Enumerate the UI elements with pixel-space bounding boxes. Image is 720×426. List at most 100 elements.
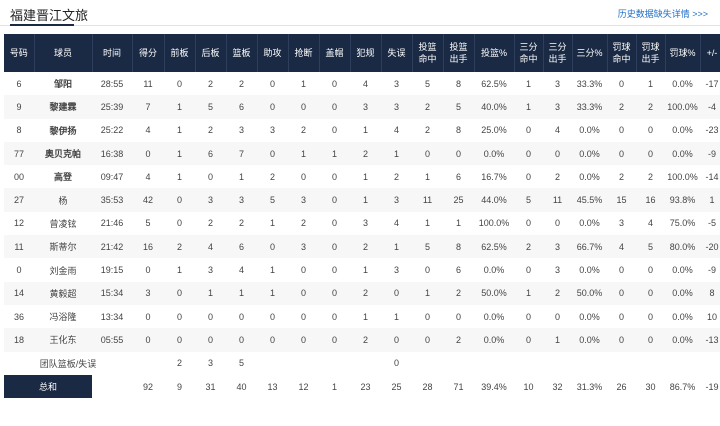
stat-cell: 0 [132,258,164,282]
column-header[interactable]: 三分 命中 [514,34,544,72]
total-stat-cell: 30 [636,374,665,399]
stat-cell: 45.5% [572,188,607,212]
total-stat-cell: 92 [132,374,164,399]
stat-cell: 0 [195,328,226,352]
stat-cell: 5 [514,188,543,212]
stat-cell: 8 [4,118,34,142]
stat-cell: 0 [607,328,636,352]
stat-cell: 16.7% [474,165,514,189]
stat-cell: 0 [412,141,443,166]
total-stat-cell: 13 [257,374,288,399]
stat-cell: 0 [607,304,636,329]
column-header[interactable]: 罚球% [665,34,701,72]
column-header[interactable]: 号码 [4,34,35,72]
stat-cell: 2 [164,235,195,259]
column-header[interactable]: 得分 [132,34,165,72]
column-header[interactable]: 犯规 [350,34,382,72]
stat-cell: 0 [288,328,319,352]
player-row: 0 刘金雨 19:15 0 1 3 4 1 0 0 1 3 0 6 0.0% 0 3 0.0% 0 0 0.0% -9 [4,258,720,282]
stat-cell: 0 [319,258,350,282]
player-row: 12 曾凌铉 21:46 5 0 2 2 1 2 0 3 4 1 1 100.0% 0 0 0.0% 3 4 75.0%… [4,211,720,236]
stat-cell: 0 [288,258,319,282]
stat-cell: 0 [319,328,350,352]
column-header[interactable]: 投篮% [474,34,515,72]
stat-cell: 2 [226,72,257,96]
total-stat-cell: 86.7% [665,374,700,399]
column-header[interactable]: 球员 [34,34,93,72]
stat-cell: 00 [4,165,34,189]
stat-cell: 5 [195,95,226,119]
column-header[interactable]: 罚球 命中 [607,34,637,72]
stat-cell: 25:39 [92,95,132,119]
stat-cell: 6 [443,165,474,189]
stat-cell: 0.0% [665,304,700,329]
column-header[interactable]: 时间 [92,34,133,72]
column-header[interactable]: 助攻 [257,34,289,72]
stat-cell: 0.0% [572,141,607,166]
column-header[interactable]: 篮板 [226,34,258,72]
stat-cell: 0 [319,304,350,329]
stat-cell: 3 [257,118,288,142]
column-header[interactable]: 盖帽 [319,34,351,72]
stat-cell: 0 [288,165,319,189]
column-header[interactable]: 三分 出手 [543,34,573,72]
column-header[interactable]: 投篮 出手 [443,34,475,72]
stat-cell: 6 [195,141,226,166]
stat-cell: 2 [350,328,381,352]
stat-cell: 11 [543,188,572,212]
stat-cell: 3 [288,235,319,259]
empty-cell [572,351,607,375]
stat-cell: 25:22 [92,118,132,142]
player-name: 邹阳 [34,72,92,96]
stat-cell: 7 [132,95,164,119]
total-stat-cell: 32 [543,374,572,399]
player-name: 刘金雨 [34,258,92,282]
stat-cell: 25 [443,188,474,212]
stat-cell: -23 [700,118,720,142]
total-stat-cell: -19 [700,374,720,399]
player-row: 18 王化东 05:55 0 0 0 0 0 0 0 2 0 0 2 0.0% 0 1 0.0% 0 0 0.0% -13 [4,328,720,352]
stat-cell: 0 [514,328,543,352]
stat-cell: 0 [514,118,543,142]
stat-cell: 6 [443,258,474,282]
stat-cell: 0.0% [665,328,700,352]
stat-cell: 09:47 [92,165,132,189]
stat-cell: 15:34 [92,281,132,305]
stat-cell: 0 [636,258,665,282]
stat-cell: 21:46 [92,211,132,236]
stat-cell: 1 [350,258,381,282]
column-header[interactable]: 三分% [572,34,608,72]
stat-cell: 2 [443,281,474,305]
column-header[interactable]: 后板 [195,34,227,72]
stat-cell: 8 [443,235,474,259]
stat-cell: 0 [412,328,443,352]
column-header[interactable]: 投篮 命中 [412,34,444,72]
stat-cell: 2 [288,211,319,236]
stat-cell: 100.0% [474,211,514,236]
total-stat-cell: 31.3% [572,374,607,399]
team-title: 福建晋江文旅 [10,8,89,23]
column-header[interactable]: 罚球 出手 [636,34,666,72]
column-header[interactable]: 前板 [164,34,196,72]
total-stat-cell: 9 [164,374,195,399]
stat-cell: 1 [350,165,381,189]
stat-cell: 2 [636,165,665,189]
stat-cell: 50.0% [474,281,514,305]
total-stat-cell: 12 [288,374,319,399]
column-header[interactable]: 抢断 [288,34,320,72]
empty-cell [607,351,636,375]
stat-cell: 27 [4,188,34,212]
player-name: 冯浴隆 [34,304,92,329]
stat-cell: 2 [350,235,381,259]
stat-cell: 1 [164,95,195,119]
header-divider [0,25,720,26]
stat-cell: 4 [132,118,164,142]
stat-cell: 2 [543,165,572,189]
stat-cell: 8 [700,281,720,305]
column-header[interactable]: 失误 [381,34,413,72]
empty-cell [288,351,319,375]
history-data-link[interactable]: 历史数据缺失详情 >>> [617,9,708,19]
stat-cell: 0 [514,304,543,329]
stat-cell: 0.0% [572,328,607,352]
column-header[interactable]: +/- [700,34,720,72]
